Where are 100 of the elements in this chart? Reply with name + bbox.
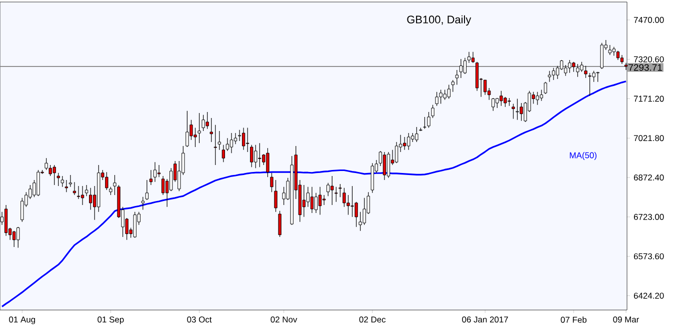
candlestick [407, 132, 410, 150]
candlestick [89, 188, 92, 210]
candlestick [246, 127, 250, 152]
candlestick [512, 103, 515, 120]
x-tick-label: 02 Nov [270, 316, 298, 323]
candlestick [52, 164, 56, 186]
candlestick [76, 186, 80, 200]
candlestick [222, 144, 226, 162]
y-tick-label: 6424.20 [634, 292, 664, 299]
text: MA(50) [570, 152, 596, 160]
y-tick-label: 6573.60 [634, 253, 664, 260]
candlestick [484, 80, 487, 96]
candlestick [318, 186, 322, 216]
candlestick [72, 182, 76, 196]
candlestick [576, 64, 580, 78]
candlestick [386, 152, 390, 178]
candlestick [20, 198, 24, 222]
candlestick [435, 92, 438, 106]
candlestick [44, 158, 48, 170]
candlestick [64, 180, 68, 192]
candlestick [403, 136, 406, 150]
candlestick [250, 144, 254, 168]
candlestick [540, 90, 544, 102]
candlestick [568, 60, 572, 74]
candlestick [572, 62, 576, 72]
candlestick [544, 82, 548, 94]
candlestick [451, 80, 454, 92]
candlestick [266, 148, 270, 178]
candlestick [242, 127, 246, 150]
candlestick [278, 210, 282, 238]
candlestick [536, 92, 540, 106]
candlestick [68, 174, 72, 188]
candlestick [354, 202, 358, 228]
candlestick [520, 102, 523, 122]
candlestick [592, 70, 596, 82]
candlestick [358, 212, 362, 232]
candlestick [198, 112, 201, 144]
candlestick [4, 204, 8, 236]
candlestick [56, 172, 60, 186]
candlestick [471, 52, 475, 64]
candlestick [314, 192, 318, 214]
candlestick [443, 90, 446, 100]
candlestick [149, 170, 153, 186]
y-tick-label: 6872.40 [634, 174, 664, 181]
candlestick [588, 72, 592, 96]
candlestick [382, 152, 386, 180]
ref-line-label: 7293.71 [628, 64, 662, 71]
candlestick [548, 70, 552, 82]
candlestick [552, 68, 556, 80]
candlestick [84, 184, 88, 196]
candlestick [516, 98, 519, 120]
y-tick-label: 7320.60 [634, 56, 664, 62]
candlestick [202, 114, 205, 132]
candlestick [113, 174, 116, 196]
candlestick [492, 98, 495, 112]
candlestick [206, 112, 209, 130]
candlestick [500, 90, 503, 106]
x-tick-label: 03 Oct [187, 316, 212, 323]
x-tick-label: 01 Sep [98, 316, 124, 324]
candlestick [342, 188, 346, 208]
candlestick [161, 176, 165, 196]
candlestick [334, 186, 338, 202]
candlestick [370, 162, 374, 194]
candlestick [467, 52, 471, 64]
candlestick [230, 132, 234, 154]
candlestick [254, 144, 258, 168]
y-tick-label: 7171.20 [634, 96, 664, 102]
candlestick [133, 212, 136, 238]
x-tick-label: 01 Aug [9, 316, 36, 324]
candlestick [170, 168, 173, 192]
candlestick [302, 184, 306, 218]
candlestick [394, 142, 398, 164]
candlestick [584, 66, 588, 78]
candlestick [330, 176, 334, 206]
candlestick [186, 110, 189, 148]
candlestick [350, 186, 354, 218]
candlestick [105, 172, 108, 190]
candlestick [270, 172, 274, 192]
candlestick [608, 44, 612, 56]
x-tick-label: 07 Feb [560, 316, 586, 323]
candlestick [80, 186, 84, 206]
text: GB100, Daily [407, 15, 472, 26]
candlestick [12, 230, 16, 248]
candlestick [427, 112, 430, 128]
candlestick [16, 226, 20, 248]
candlestick [455, 70, 458, 86]
candlestick [218, 130, 221, 150]
candlestick [580, 62, 584, 72]
candlestick [214, 124, 217, 166]
candlestick [274, 180, 278, 212]
candlestick [326, 182, 330, 196]
candlestick [157, 164, 161, 178]
candlestick [145, 180, 149, 200]
candlestick [60, 176, 64, 188]
candlestick [48, 164, 52, 176]
candlestick [459, 58, 463, 78]
candlestick [322, 194, 326, 206]
candlestick [439, 90, 442, 104]
candlestick [431, 104, 434, 118]
candlestick [463, 58, 467, 74]
